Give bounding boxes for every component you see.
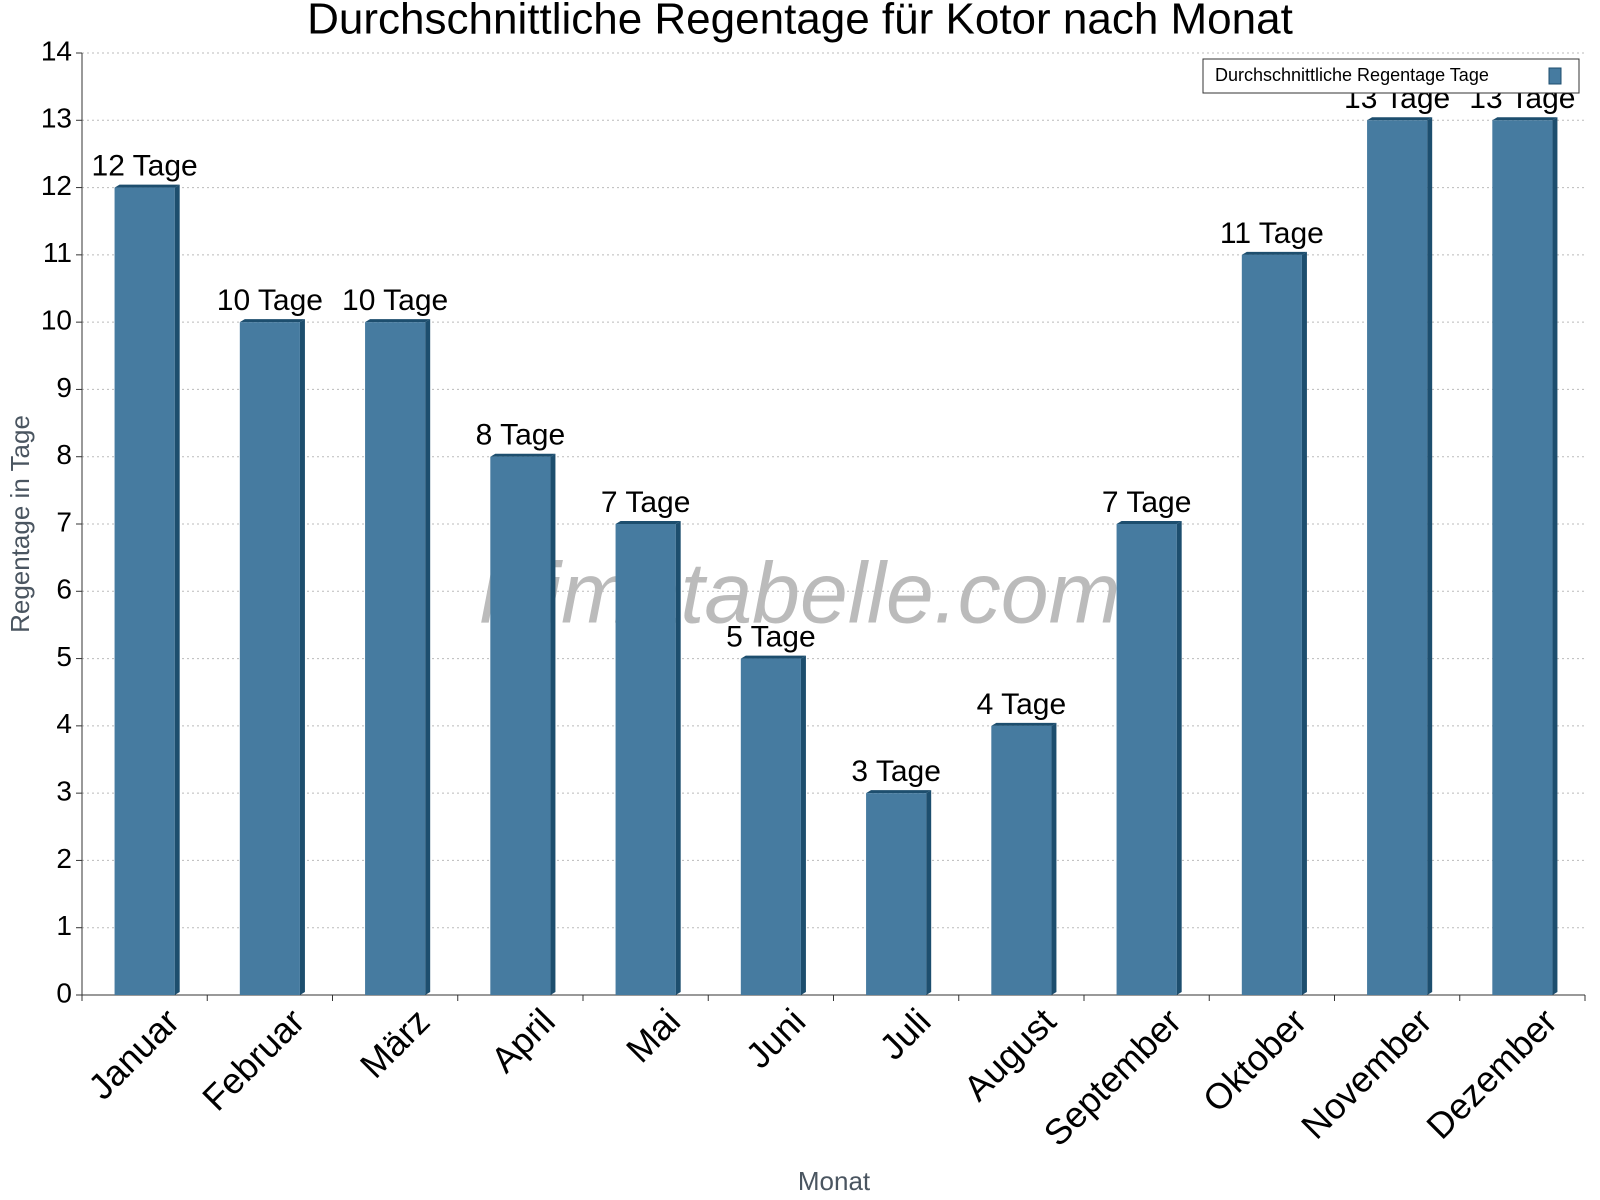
x-tick-label: Dezember [1418,1000,1564,1146]
x-tick-label: November [1293,1000,1439,1146]
bar [991,722,1057,995]
data-label: 4 Tage [977,688,1067,721]
bar [1116,521,1182,995]
bar [1241,251,1307,995]
y-tick-label: 3 [56,776,72,807]
legend-box [1202,58,1580,94]
y-tick-label: 1 [56,910,72,941]
bar-top [239,319,305,323]
y-tick-label: 8 [56,439,72,470]
bar [490,453,556,995]
bar [114,184,180,996]
bar-top [1492,117,1558,121]
y-tick-label: 7 [56,506,72,537]
bar-top [1116,521,1182,524]
watermark: klimatabelle.com [480,546,1120,642]
bar-face [490,456,551,995]
x-tick-label: Januar [80,1000,187,1107]
bar-face [615,524,676,995]
bar-side [675,521,681,995]
bar [615,521,681,995]
bar-top [1241,251,1307,255]
data-label: 7 Tage [601,486,691,519]
bar-top [1367,117,1433,121]
bar-top [365,319,431,323]
bar-side [1427,117,1433,996]
chart-title: Durchschnittliche Regentage für Kotor na… [307,0,1293,44]
data-label: 12 Tage [92,149,198,182]
y-tick-label: 13 [41,103,72,134]
bar-side [1176,521,1182,995]
bar [866,790,932,995]
data-label: 11 Tage [1220,217,1324,250]
x-tick-label: März [352,1000,438,1086]
data-label: 10 Tage [217,284,323,317]
y-axis-title: Regentage in Tage [5,415,35,633]
y-tick-label: 12 [41,170,72,201]
bar [239,319,305,996]
bar-top [991,722,1057,726]
bar-side [1301,251,1307,995]
data-label: 7 Tage [1102,486,1192,519]
y-tick-label: 14 [41,35,72,66]
bar-side [174,184,180,996]
bar-face [991,725,1052,995]
data-label: 8 Tage [476,419,566,452]
bar-side [926,790,932,995]
bar [365,319,431,996]
data-label: 5 Tage [726,620,816,653]
bar-face [1116,524,1177,995]
bar-side [800,655,806,995]
bar-top [114,184,180,188]
y-tick-label: 2 [56,843,72,874]
bar-face [740,658,801,995]
bar [1492,117,1558,996]
y-tick-label: 9 [56,372,72,403]
y-tick-label: 6 [56,574,72,605]
bar-face [114,187,175,996]
bar-face [866,793,927,995]
bar-face [1367,120,1428,996]
y-tick-label: 10 [41,305,72,336]
x-tick-label: Mai [618,1000,688,1070]
bar [1367,117,1433,996]
data-label: 10 Tage [342,284,448,317]
y-tick-label: 4 [56,708,72,739]
bar-top [740,655,806,659]
bar-face [1241,254,1302,995]
y-tick-label: 5 [56,641,72,672]
x-tick-label: Juni [738,1000,814,1076]
bar-side [1552,117,1558,996]
data-label: 3 Tage [851,755,941,788]
bar-side [1051,722,1057,995]
y-tick-label: 0 [56,977,72,1008]
x-tick-label: Oktober [1195,1000,1315,1120]
bar-top [490,453,556,457]
x-axis-title: Monat [798,1166,871,1196]
legend: Durchschnittliche Regentage Tage [1202,58,1580,94]
legend-swatch [1548,67,1562,85]
y-tick-label: 11 [43,237,72,268]
x-tick-label: August [956,1000,1064,1108]
bar [740,655,806,995]
x-tick-label: Februar [194,1000,312,1118]
bar-top [615,521,681,524]
bar-face [365,322,426,996]
legend-label: Durchschnittliche Regentage Tage [1215,65,1489,85]
bar-top [866,790,932,794]
bar-face [239,322,300,996]
x-tick-label: Juli [871,1000,938,1067]
bar-side [299,319,305,996]
x-tick-label: September [1035,1000,1189,1154]
x-tick-label: April [483,1000,563,1080]
bar-face [1492,120,1553,996]
bar-side [425,319,431,996]
bar-side [550,453,556,995]
